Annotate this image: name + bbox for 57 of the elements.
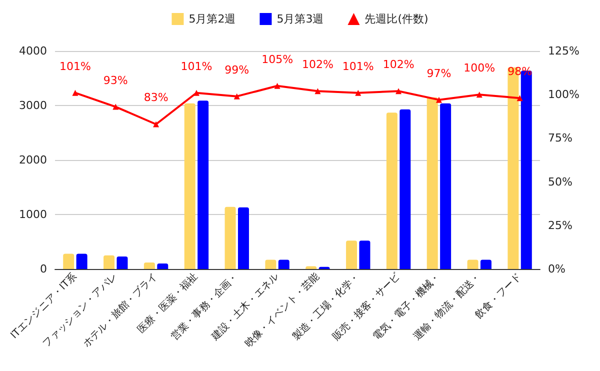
bar — [386, 112, 398, 269]
bar — [265, 260, 276, 269]
bar — [426, 97, 438, 269]
bar — [104, 255, 115, 269]
data-label: 102% — [382, 58, 414, 72]
bar — [480, 260, 492, 269]
legend-label: 5月第2週 — [188, 12, 236, 26]
y-tick-label: 3000 — [19, 99, 47, 112]
data-label: 83% — [144, 91, 168, 104]
data-label: 93% — [103, 74, 128, 87]
point — [314, 88, 321, 94]
y2-tick-label: 25% — [548, 218, 572, 232]
bar — [76, 254, 88, 269]
data-label: 101% — [180, 60, 212, 73]
point — [234, 93, 240, 100]
legend-label: 先週比(件数) — [364, 12, 428, 26]
bar — [184, 103, 196, 269]
y-tick-label: 4000 — [19, 44, 47, 58]
bar — [238, 207, 249, 269]
data-label: 101% — [342, 60, 374, 73]
y-tick-label: 0 — [40, 262, 47, 276]
point — [355, 90, 362, 96]
y-tick-label: 2000 — [19, 154, 47, 166]
y2-tick-label: 125% — [548, 44, 580, 58]
data-label: 102% — [302, 58, 334, 72]
point — [274, 82, 280, 89]
bar — [116, 256, 128, 269]
legend-label: 5月第3週 — [276, 12, 324, 26]
point — [476, 92, 482, 98]
data-label: 100% — [464, 62, 496, 75]
bar — [440, 103, 452, 269]
bar — [400, 109, 411, 269]
bar — [144, 262, 155, 269]
point — [72, 90, 78, 96]
data-label: 99% — [224, 63, 250, 76]
data-label: 105% — [262, 52, 294, 66]
y2-tick-label: 100% — [548, 88, 580, 102]
point — [112, 104, 119, 110]
bar — [359, 240, 370, 269]
point — [436, 96, 442, 103]
point — [516, 95, 523, 102]
bar — [346, 240, 358, 269]
y2-tick-label: 0% — [548, 262, 566, 276]
data-label: 97% — [426, 66, 452, 80]
bar — [63, 254, 74, 269]
data-label: 98% — [508, 65, 532, 78]
y2-tick-label: 50% — [548, 175, 572, 188]
data-label: 101% — [59, 60, 91, 73]
bar — [157, 264, 168, 269]
point — [153, 121, 160, 128]
point — [396, 88, 402, 94]
bar — [224, 206, 236, 269]
y2-tick-label: 75% — [548, 132, 572, 145]
bar — [467, 260, 478, 269]
bar — [198, 100, 209, 269]
y-tick-label: 1000 — [19, 208, 47, 221]
bar — [278, 260, 290, 269]
